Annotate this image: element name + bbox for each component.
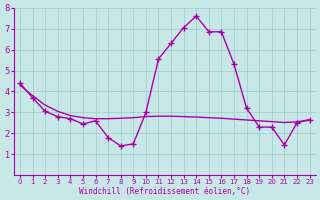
- X-axis label: Windchill (Refroidissement éolien,°C): Windchill (Refroidissement éolien,°C): [79, 187, 250, 196]
